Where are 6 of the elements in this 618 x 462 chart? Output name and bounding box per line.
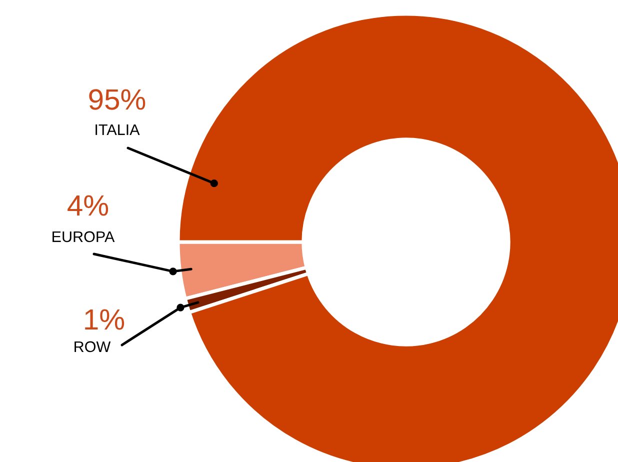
- slice-label: ITALIA: [96, 124, 140, 135]
- slice-label: EUROPA: [52, 231, 115, 242]
- slice-label: ROW: [74, 341, 111, 352]
- data-label: 95%: [89, 89, 146, 110]
- data-label: 1%: [85, 309, 124, 330]
- data-label: 4%: [68, 195, 108, 216]
